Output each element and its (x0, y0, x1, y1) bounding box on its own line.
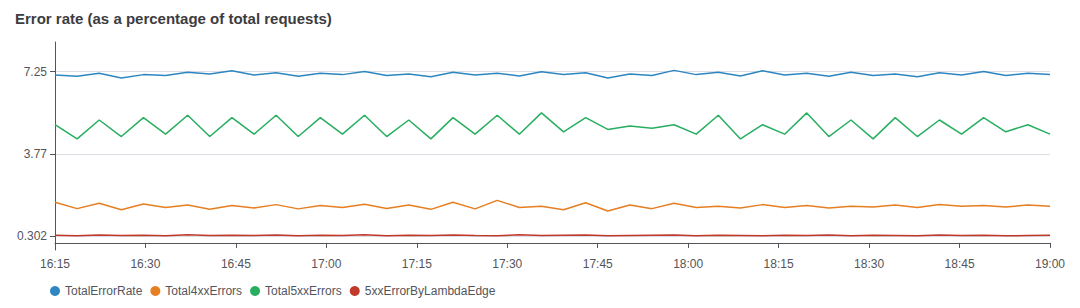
svg-text:5xxErrorByLambdaEdge: 5xxErrorByLambdaEdge (365, 284, 496, 298)
svg-text:18:00: 18:00 (673, 257, 703, 271)
svg-text:16:30: 16:30 (130, 257, 160, 271)
svg-text:19:00: 19:00 (1035, 257, 1065, 271)
svg-text:18:15: 18:15 (764, 257, 794, 271)
svg-text:7.25: 7.25 (24, 65, 48, 79)
svg-text:Error rate (as a percentage of: Error rate (as a percentage of total req… (15, 10, 332, 27)
svg-text:Total4xxErrors: Total4xxErrors (165, 284, 242, 298)
svg-text:17:00: 17:00 (311, 257, 341, 271)
svg-text:3.77: 3.77 (24, 147, 48, 161)
svg-text:16:15: 16:15 (40, 257, 70, 271)
svg-text:17:30: 17:30 (492, 257, 522, 271)
svg-text:0.302: 0.302 (17, 229, 47, 243)
svg-text:16:45: 16:45 (221, 257, 251, 271)
svg-text:17:45: 17:45 (583, 257, 613, 271)
svg-text:TotalErrorRate: TotalErrorRate (65, 284, 143, 298)
svg-text:18:30: 18:30 (854, 257, 884, 271)
svg-text:17:15: 17:15 (402, 257, 432, 271)
svg-text:18:45: 18:45 (945, 257, 975, 271)
svg-text:Total5xxErrors: Total5xxErrors (265, 284, 342, 298)
